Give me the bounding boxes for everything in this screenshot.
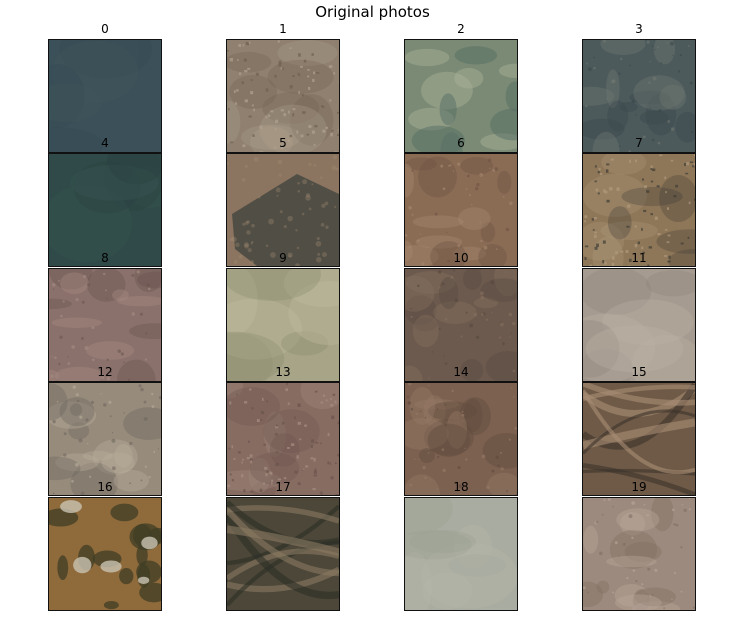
satellite-photo-image <box>227 383 339 495</box>
satellite-photo-image <box>49 40 161 152</box>
photo-index-label: 1 <box>279 22 287 36</box>
satellite-photo-tile <box>226 39 340 153</box>
satellite-photo-image <box>405 154 517 266</box>
photo-index-label: 9 <box>279 251 287 265</box>
photo-index-label: 0 <box>101 22 109 36</box>
satellite-photo-tile <box>226 382 340 496</box>
satellite-photo-image <box>583 269 695 381</box>
photo-index-label: 16 <box>97 480 113 494</box>
satellite-photo-image <box>583 498 695 610</box>
photo-index-label: 15 <box>631 365 647 379</box>
satellite-photo-image <box>49 383 161 495</box>
satellite-photo-image <box>227 154 339 266</box>
photo-index-label: 8 <box>101 251 109 265</box>
satellite-photo-image <box>49 154 161 266</box>
satellite-photo-image <box>227 40 339 152</box>
photo-index-label: 11 <box>631 251 647 265</box>
satellite-photo-tile <box>226 497 340 611</box>
satellite-photo-tile <box>404 497 518 611</box>
satellite-photo-tile <box>582 268 696 382</box>
photo-index-label: 10 <box>453 251 469 265</box>
satellite-photo-tile <box>404 153 518 267</box>
satellite-photo-tile <box>404 382 518 496</box>
satellite-photo-tile <box>404 39 518 153</box>
photo-index-label: 4 <box>101 136 109 150</box>
satellite-photo-tile <box>48 497 162 611</box>
photo-index-label: 2 <box>457 22 465 36</box>
satellite-photo-tile <box>48 268 162 382</box>
satellite-photo-tile <box>582 153 696 267</box>
figure-title: Original photos <box>315 3 430 21</box>
satellite-photo-image <box>227 498 339 610</box>
satellite-photo-image <box>405 383 517 495</box>
photo-index-label: 6 <box>457 136 465 150</box>
satellite-photo-tile <box>404 268 518 382</box>
satellite-photo-tile <box>582 382 696 496</box>
photo-index-label: 19 <box>631 480 647 494</box>
photo-index-label: 18 <box>453 480 469 494</box>
satellite-photo-image <box>583 383 695 495</box>
satellite-photo-tile <box>48 382 162 496</box>
photo-index-label: 14 <box>453 365 469 379</box>
satellite-photo-tile <box>48 153 162 267</box>
satellite-photo-image <box>405 40 517 152</box>
satellite-photo-image <box>583 40 695 152</box>
satellite-photo-image <box>227 269 339 381</box>
satellite-photo-tile <box>226 268 340 382</box>
satellite-photo-image <box>405 269 517 381</box>
photo-index-label: 7 <box>635 136 643 150</box>
satellite-photo-tile <box>582 39 696 153</box>
photo-index-label: 3 <box>635 22 643 36</box>
satellite-photo-image <box>49 498 161 610</box>
satellite-photo-image <box>49 269 161 381</box>
satellite-photo-image <box>405 498 517 610</box>
satellite-photo-image <box>583 154 695 266</box>
photo-index-label: 5 <box>279 136 287 150</box>
photo-index-label: 12 <box>97 365 113 379</box>
photo-index-label: 13 <box>275 365 291 379</box>
photo-index-label: 17 <box>275 480 291 494</box>
satellite-photo-tile <box>582 497 696 611</box>
satellite-photo-tile <box>226 153 340 267</box>
satellite-photo-tile <box>48 39 162 153</box>
